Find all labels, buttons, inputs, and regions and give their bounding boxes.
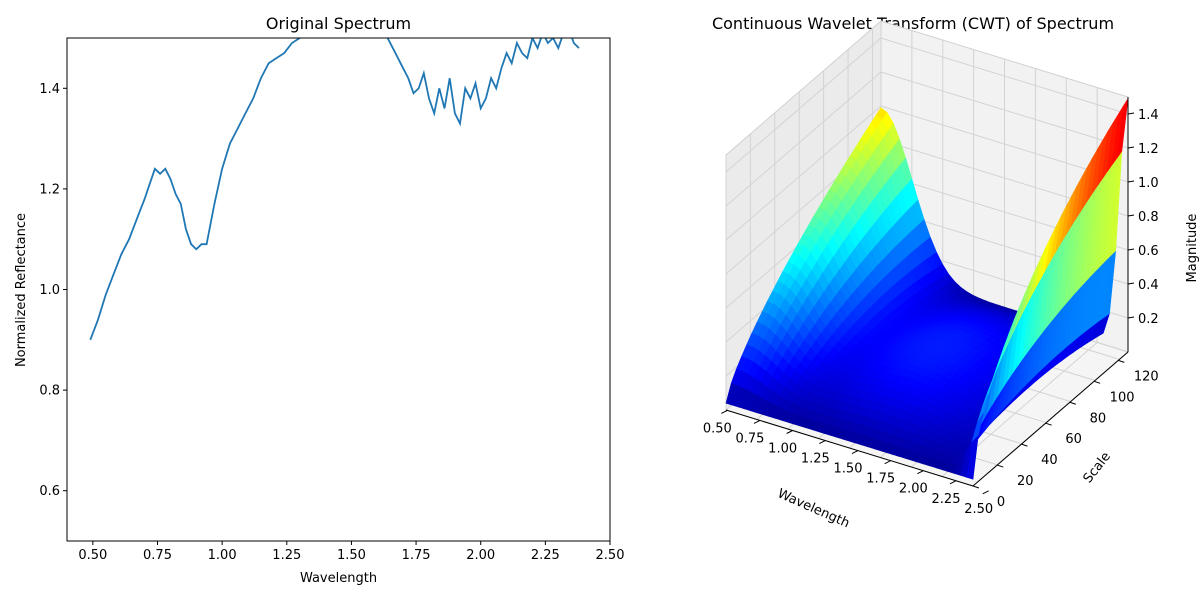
cwt-y-tick-mark [1021, 443, 1028, 447]
cwt-y-tick-label: 0 [997, 495, 1005, 510]
x-tick-label: 0.75 [143, 548, 172, 563]
x-tick-label: 2.00 [466, 548, 495, 563]
cwt-x-tick-mark [753, 420, 761, 424]
cwt-grid-line [725, 105, 882, 241]
cwt-y-axis-line [972, 351, 1129, 487]
cwt-y-tick-label: 20 [1017, 474, 1034, 489]
cwt-y-tick-label: 40 [1041, 453, 1058, 468]
cwt-x-tick-mark [982, 490, 989, 495]
x-tick-label: 2.25 [531, 548, 560, 563]
spectrum-title: Original Spectrum [266, 14, 411, 33]
cwt-z-tick-mark [1127, 146, 1135, 149]
cwt-y-tick-mark [1093, 380, 1101, 384]
cwt-surface [725, 98, 1129, 480]
cwt-z-tick-mark [1127, 316, 1135, 319]
spectrum-xlabel: Wavelength [300, 571, 377, 586]
cwt-x-tick-label: 0.50 [703, 421, 732, 436]
cwt-title: Continuous Wavelet Transform (CWT) of Sp… [712, 14, 1114, 33]
cwt-x-tick-mark [917, 470, 924, 475]
cwt-x-tick-mark [786, 430, 793, 434]
x-tick-label: 1.00 [208, 548, 237, 563]
x-tick-label: 1.25 [272, 548, 301, 563]
cwt-x-tick-label: 2.25 [932, 492, 961, 507]
cwt-x-tick-mark [851, 450, 859, 455]
cwt-y-tick-mark [972, 485, 980, 489]
cwt-chart: Continuous Wavelet Transform (CWT) of Sp… [703, 14, 1200, 531]
cwt-x-axis-line [725, 409, 974, 487]
y-tick-label: 1.2 [39, 182, 60, 197]
cwt-y-tick-label: 60 [1065, 432, 1082, 447]
cwt-z-tick-label: 0.6 [1138, 244, 1159, 259]
cwt-z-tick-mark [1127, 248, 1135, 251]
spectrum-chart: Original Spectrum 0.50 0.75 1.00 1.25 1.50 1.… [14, 14, 624, 586]
cwt-x-tick-mark [819, 440, 826, 445]
cwt-z-tick-label: 1.0 [1138, 176, 1159, 191]
cwt-x-tick-mark [949, 480, 957, 485]
cwt-x-tick-label: 2.50 [964, 502, 993, 517]
spectrum-axes-frame [66, 37, 611, 542]
cwt-x-tick-mark [884, 460, 891, 465]
y-tick-label: 1.0 [39, 283, 60, 298]
cwt-z-tick-mark [1127, 214, 1135, 217]
y-tick-label: 0.6 [39, 484, 60, 499]
cwt-y-tick-mark [997, 464, 1004, 468]
cwt-surface-patch [966, 435, 979, 480]
x-tick-label: 2.50 [596, 548, 625, 563]
cwt-xlabel: Wavelength [775, 486, 852, 531]
cwt-y-tick-label: 80 [1090, 411, 1107, 426]
y-tick-label: 1.4 [39, 82, 60, 97]
cwt-y-tick-mark [1069, 401, 1077, 405]
spectrum-ticks: 0.50 0.75 1.00 1.25 1.50 1.75 2.00 2.25 2.50 0.6 0… [39, 82, 624, 563]
spectrum-line [89, 38, 580, 341]
cwt-zlabel: Magnitude [1185, 214, 1200, 283]
x-tick-label: 1.75 [402, 548, 431, 563]
cwt-z-tick-mark [1127, 112, 1135, 115]
cwt-grid-line [725, 71, 882, 207]
cwt-grid-line [880, 37, 1129, 115]
cwt-x-tick-label: 2.00 [899, 482, 928, 497]
cwt-x-tick-label: 1.25 [801, 452, 830, 467]
cwt-y-tick-mark [1045, 422, 1052, 426]
cwt-x-tick-label: 1.75 [866, 472, 895, 487]
cwt-z-tick-mark [1127, 282, 1135, 285]
cwt-z-tick-label: 0.2 [1138, 312, 1159, 327]
cwt-grid-line [880, 71, 1129, 149]
cwt-y-tick-label: 120 [1134, 369, 1159, 384]
cwt-y-tick-mark [1118, 359, 1125, 363]
cwt-ylabel: Scale [1081, 449, 1114, 486]
cwt-x-tick-label: 0.75 [736, 431, 765, 446]
cwt-y-tick-label: 100 [1110, 390, 1135, 405]
spectrum-ylabel: Normalized Reflectance [14, 213, 29, 367]
cwt-grid-line [725, 37, 882, 173]
cwt-z-tick-label: 1.4 [1138, 108, 1159, 123]
cwt-x-tick-mark [721, 409, 728, 414]
x-tick-label: 1.50 [337, 548, 366, 563]
x-tick-label: 0.50 [78, 548, 107, 563]
cwt-x-tick-label: 1.00 [768, 442, 797, 457]
cwt-x-tick-label: 1.50 [834, 462, 863, 477]
cwt-z-tick-label: 0.8 [1138, 210, 1159, 225]
y-tick-label: 0.8 [39, 384, 60, 399]
cwt-z-tick-label: 1.2 [1138, 142, 1159, 157]
cwt-z-tick-mark [1127, 180, 1135, 183]
cwt-z-tick-label: 0.4 [1138, 278, 1159, 293]
cwt-ticks: 0.50 0.751.00 1.25 1.501.75 2.00 2.252.50 0 20 4… [703, 97, 1159, 517]
